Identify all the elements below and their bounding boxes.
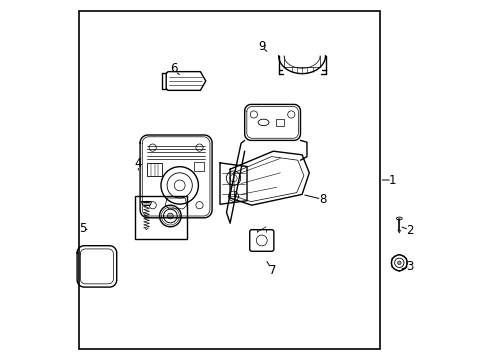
Text: 8: 8 <box>319 193 326 206</box>
Text: 2: 2 <box>406 224 413 237</box>
Bar <box>79 11 379 349</box>
Bar <box>194 162 204 171</box>
Text: 4: 4 <box>134 157 142 170</box>
Bar <box>134 196 186 239</box>
Text: 5: 5 <box>80 222 87 235</box>
Text: 7: 7 <box>268 264 276 276</box>
Ellipse shape <box>396 217 401 220</box>
Polygon shape <box>141 202 151 205</box>
Bar <box>146 163 162 176</box>
Text: 6: 6 <box>170 62 178 75</box>
Bar <box>276 119 284 126</box>
Circle shape <box>397 261 400 265</box>
Text: 9: 9 <box>258 40 265 53</box>
Circle shape <box>167 213 173 219</box>
Text: 3: 3 <box>406 260 413 273</box>
Text: 1: 1 <box>387 174 395 186</box>
